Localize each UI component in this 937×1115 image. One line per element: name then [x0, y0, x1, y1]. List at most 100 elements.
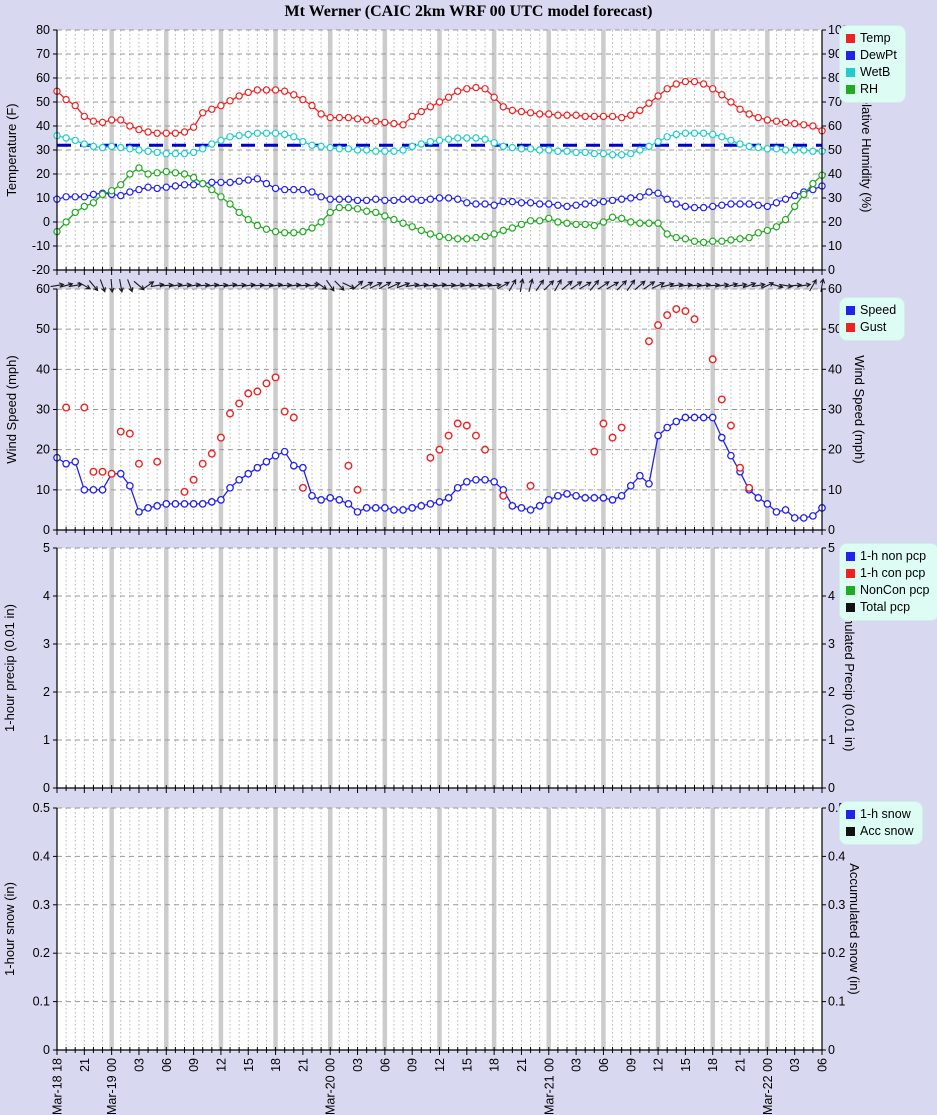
series-gust-marker [207, 449, 216, 458]
series-rh-marker [117, 181, 125, 189]
series-dewpt-marker [772, 199, 781, 207]
series-temp-marker [199, 109, 207, 117]
series-speed-marker [681, 413, 690, 422]
series-speed-marker [572, 492, 580, 500]
x-tick-label: 21 [78, 1058, 92, 1072]
series-temp-marker [727, 98, 735, 106]
wind-direction-barb [528, 278, 534, 292]
wind-direction-barb [634, 280, 646, 291]
y-tick-label-left: 0.4 [33, 849, 50, 863]
series-wetb-marker [590, 149, 599, 158]
series-speed-marker [399, 506, 407, 514]
series-speed-marker [535, 502, 544, 510]
series-wetb-marker [718, 133, 726, 141]
wind-direction-barb [118, 279, 124, 294]
series-dewpt-marker [271, 184, 280, 193]
series-rh-marker [80, 202, 89, 211]
series-rh-marker [390, 215, 398, 224]
y-tick-label-right: 50 [828, 143, 842, 157]
series-rh-marker [599, 218, 608, 226]
series-gust-marker [353, 485, 362, 494]
series-rh-marker [800, 190, 808, 199]
series-rh-marker [763, 226, 772, 235]
x-tick-label: 15 [679, 1058, 693, 1072]
series-wetb-marker [399, 146, 407, 154]
series-wetb-marker [107, 142, 116, 151]
series-wetb-marker [62, 134, 70, 142]
series-rh-marker [290, 229, 298, 237]
series-wetb-marker [790, 146, 799, 154]
series-temp-marker [508, 106, 517, 115]
series-temp-marker [463, 85, 471, 93]
y-tick-label-left: 20 [36, 167, 50, 181]
series-rh-marker [581, 220, 589, 229]
wind-direction-barb [88, 280, 99, 292]
legend-temp: Temp DewPt WetB RH [840, 26, 905, 102]
y-tick-label-left: 0.1 [33, 995, 50, 1009]
series-temp-marker [736, 105, 744, 113]
legend-label: 1-h con pcp [860, 566, 926, 580]
legend-label: 1-h non pcp [860, 549, 927, 563]
series-rh-marker [627, 218, 635, 226]
legend-swatch-icon [846, 827, 855, 836]
series-temp-marker [144, 128, 152, 136]
series-dewpt-marker [399, 195, 407, 203]
series-temp-marker [608, 112, 617, 121]
series-gust-marker [672, 305, 681, 314]
series-rh-marker [426, 230, 435, 238]
x-tick-label: 21 [734, 1058, 748, 1072]
x-tick-label: 06 [816, 1058, 830, 1072]
series-rh-marker [554, 218, 562, 226]
series-dewpt-marker [171, 182, 180, 190]
series-gust-marker [599, 419, 608, 428]
series-wetb-marker [217, 136, 225, 145]
series-wetb-marker [262, 129, 271, 137]
series-gust-marker [262, 379, 271, 388]
legend-swatch-icon [846, 51, 855, 60]
y-tick-label-right: 20 [828, 443, 842, 457]
wind-direction-barb [606, 281, 620, 290]
y-tick-label-left: 40 [36, 362, 50, 376]
y-tick-label-left: 40 [36, 119, 50, 133]
series-dewpt-marker [809, 185, 817, 194]
y-tick-label-right: 0 [828, 1043, 835, 1057]
series-temp-marker [417, 107, 425, 116]
series-wetb-marker [280, 130, 289, 139]
series-rh-marker [508, 224, 517, 232]
series-wetb-marker [390, 147, 398, 155]
series-gust-marker [80, 403, 89, 412]
y-tick-label-left: 0 [43, 1043, 50, 1057]
series-speed-marker [754, 494, 763, 502]
series-wetb-marker [208, 140, 216, 148]
series-rh-marker [62, 218, 70, 226]
series-dewpt-marker [244, 176, 252, 184]
series-rh-marker [372, 208, 380, 217]
series-rh-marker [463, 235, 471, 243]
series-temp-marker [280, 87, 289, 95]
series-rh-marker [517, 220, 526, 229]
x-tick-label: Mar-22 00 [761, 1058, 775, 1115]
series-speed-marker [171, 500, 180, 508]
series-wetb-marker [736, 140, 744, 148]
series-gust-marker [344, 461, 353, 470]
legend-item: RH [846, 81, 897, 98]
series-gust-marker [444, 431, 453, 440]
series-gust-marker [198, 459, 207, 468]
series-dewpt-marker [335, 195, 344, 203]
series-wetb-marker [153, 148, 161, 157]
series-wetb-marker [253, 129, 262, 137]
series-dewpt-marker [463, 199, 471, 207]
series-temp-marker [308, 101, 316, 110]
axis-title-right-precip: Accumulated Precip (0.01 in) [842, 585, 857, 752]
y-tick-label-left: 0.2 [33, 946, 50, 960]
series-temp-marker [572, 111, 580, 119]
series-rh-marker [636, 219, 644, 227]
x-tick-label: 03 [132, 1058, 146, 1072]
series-dewpt-marker [308, 188, 316, 196]
series-temp-marker [554, 111, 562, 119]
series-wetb-marker [481, 135, 489, 143]
series-speed-marker [326, 494, 335, 502]
y-tick-label-left: 80 [36, 23, 50, 37]
y-tick-label-left: 0.3 [33, 898, 50, 912]
